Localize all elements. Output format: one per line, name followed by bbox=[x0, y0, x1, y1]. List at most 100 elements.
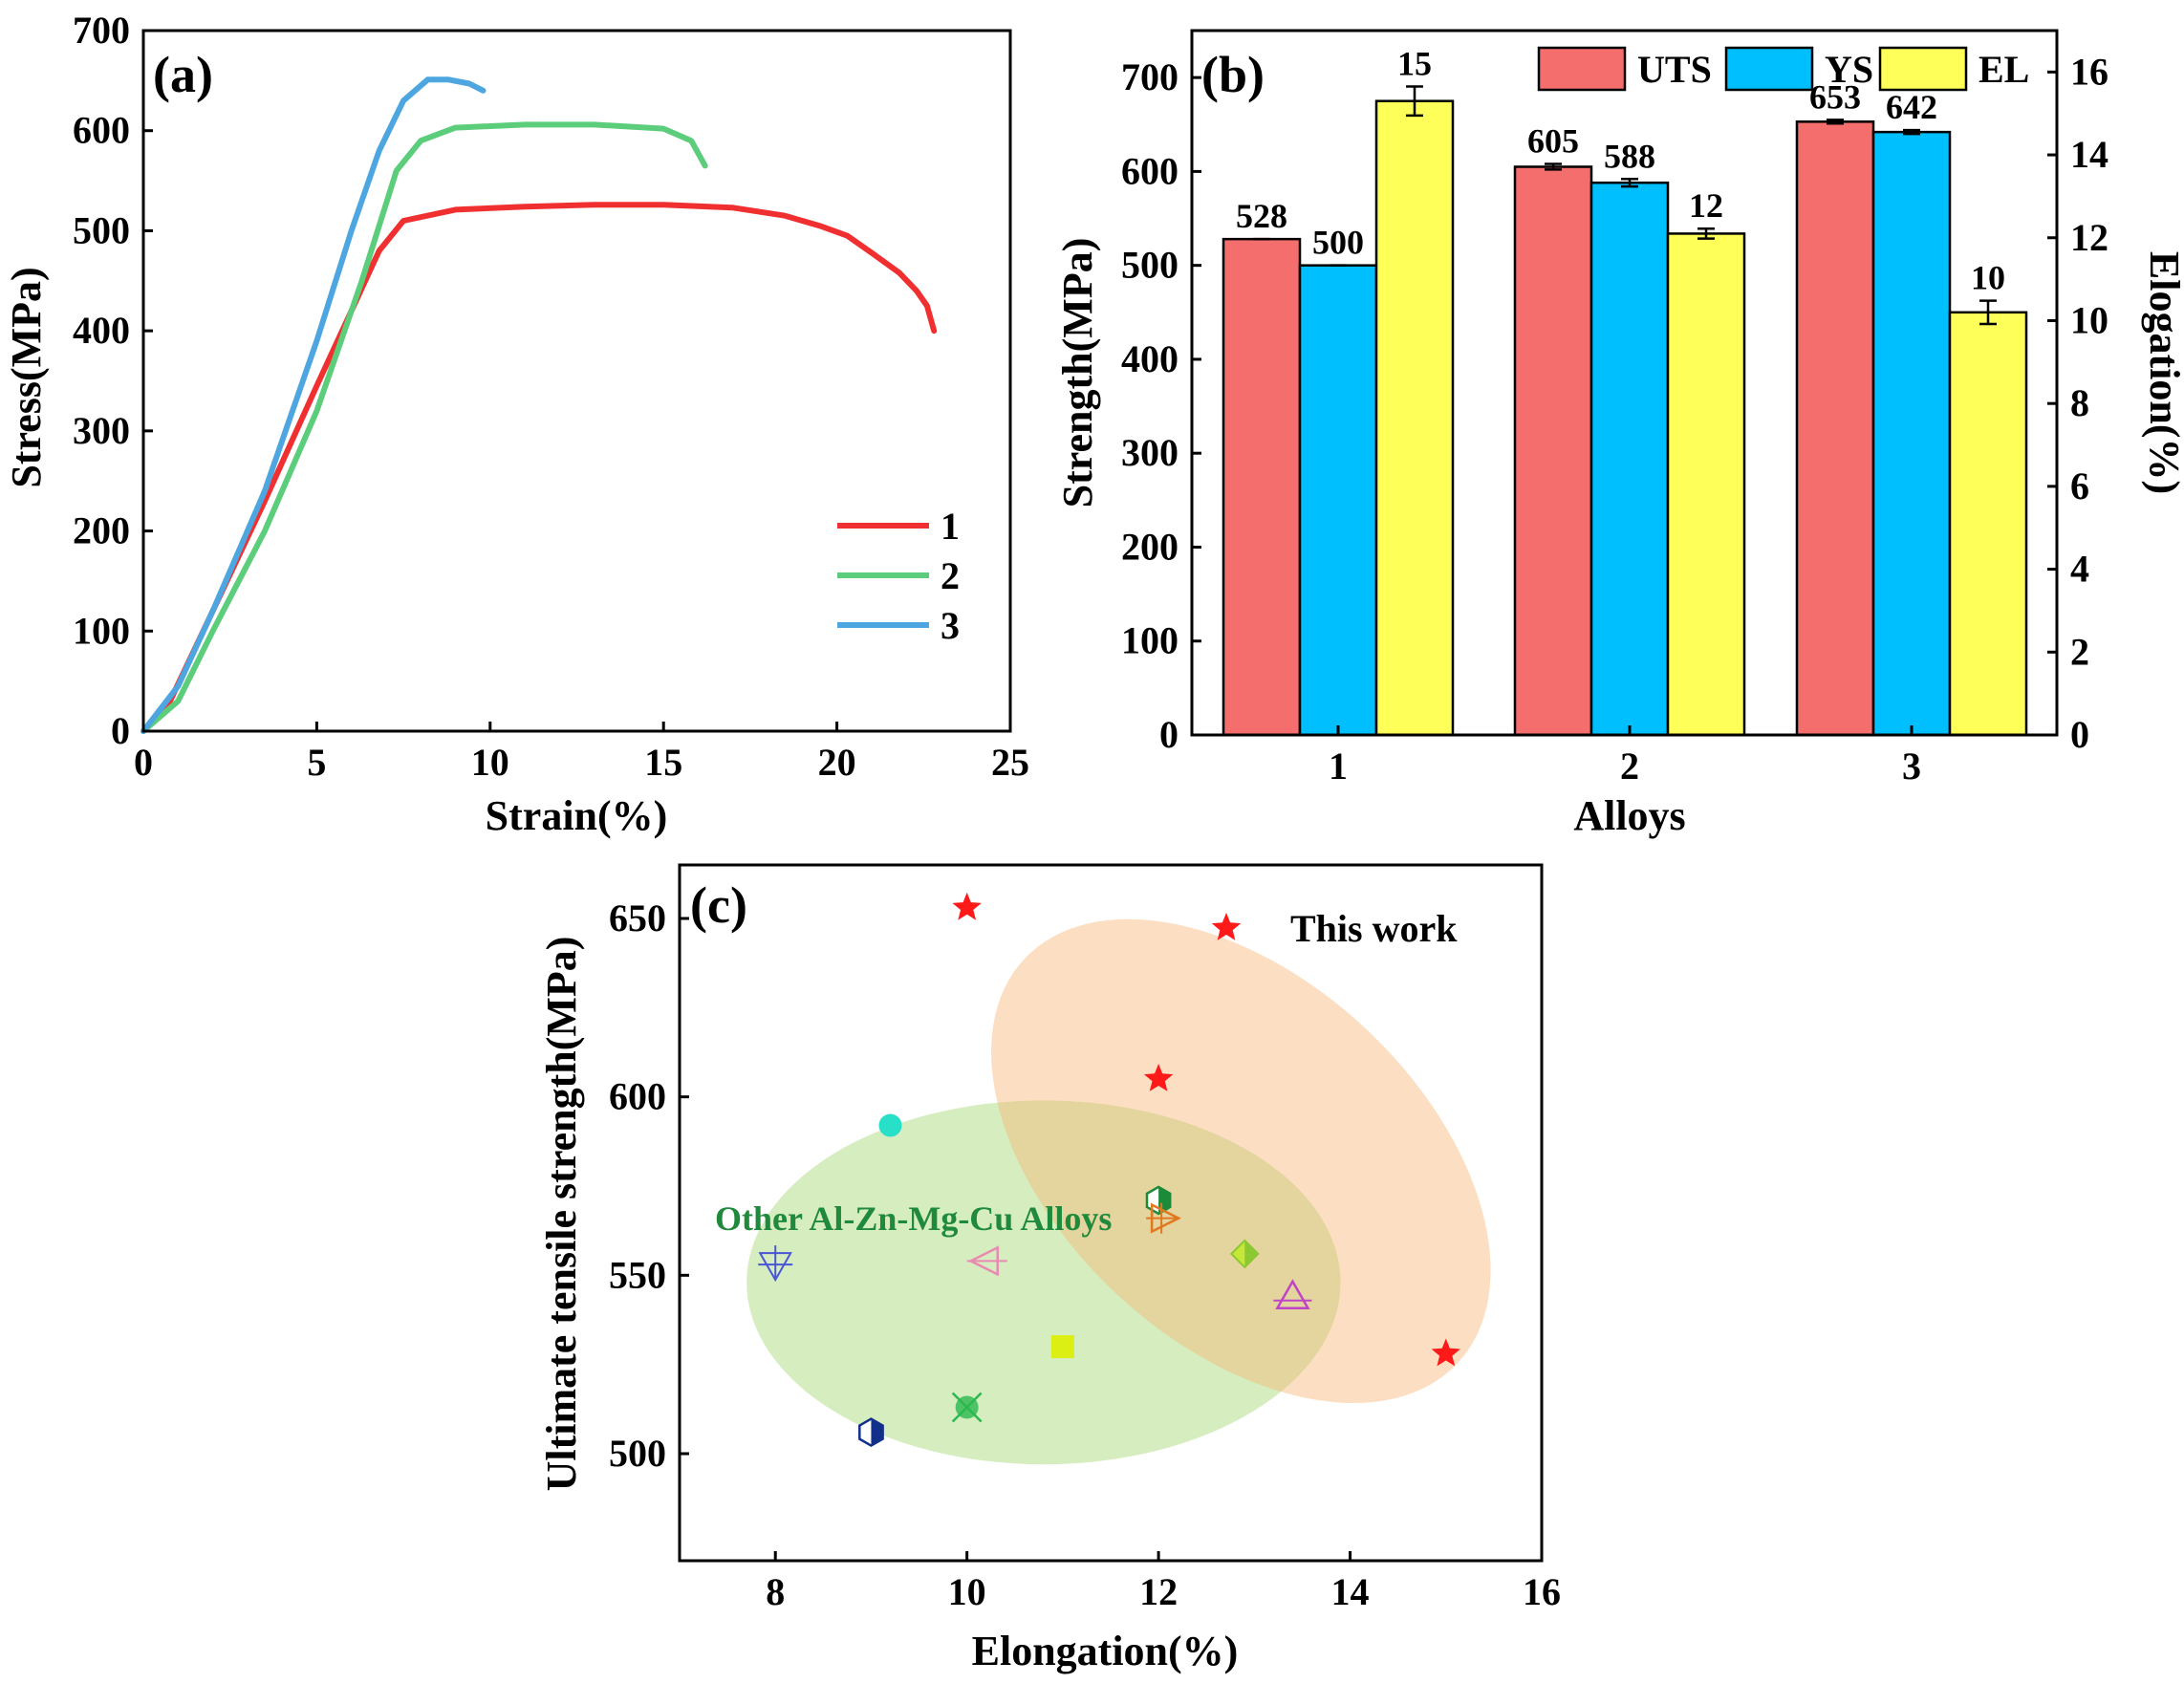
panel-a-ytick-label: 600 bbox=[73, 109, 130, 152]
legend-swatch-this-work bbox=[1211, 913, 1242, 940]
panel-c-ylabel: Ultimate tensile strength(MPa) bbox=[538, 937, 585, 1492]
data-label-YS-alloy-1: 500 bbox=[1312, 224, 1364, 262]
panel-a-ytick-label: 700 bbox=[73, 9, 130, 52]
panel-c-xtick-label: 10 bbox=[948, 1570, 986, 1613]
point-this-work bbox=[1431, 1338, 1460, 1367]
panel-c-ytick-label: 650 bbox=[609, 896, 666, 939]
point-other-alloy-circle bbox=[878, 1113, 902, 1137]
panel-b-ytick-label: 500 bbox=[1121, 244, 1178, 287]
errorbar-UTS-alloy-2 bbox=[1545, 162, 1562, 171]
data-label-YS-alloy-2: 588 bbox=[1604, 137, 1655, 175]
panel-c-xtick-label: 12 bbox=[1139, 1570, 1178, 1613]
panel-a-ytick-label: 100 bbox=[73, 609, 130, 652]
errorbar-EL-alloy-2 bbox=[1697, 227, 1715, 240]
point-other-alloy-triangle-left-line bbox=[966, 1245, 1007, 1277]
data-label-YS-alloy-3: 642 bbox=[1886, 88, 1937, 126]
legend-label-3: 3 bbox=[941, 604, 960, 647]
data-label-UTS-alloy-1: 528 bbox=[1236, 197, 1287, 235]
panel-a-xtick-label: 10 bbox=[471, 741, 509, 784]
panel-b-ytick-label: 0 bbox=[1159, 713, 1178, 756]
bar-EL-alloy-1 bbox=[1374, 99, 1455, 737]
legend-label-1: 1 bbox=[941, 505, 960, 548]
bar-UTS-alloy-2 bbox=[1513, 165, 1593, 737]
panel-a-xtick-label: 0 bbox=[134, 741, 153, 784]
data-label-EL-alloy-2: 12 bbox=[1689, 186, 1723, 225]
bar-YS-alloy-2 bbox=[1589, 181, 1670, 737]
panel-b-xtick-label: 2 bbox=[1620, 745, 1639, 788]
panel-b-y2tick-label: 4 bbox=[2070, 548, 2089, 591]
legend-swatch-YS bbox=[1724, 46, 1814, 92]
panel-b-xtick-label: 3 bbox=[1902, 745, 1921, 788]
panel-b-axes-frame bbox=[1190, 29, 2059, 737]
panel-a-ytick-label: 0 bbox=[111, 709, 130, 752]
panel-b-y2tick-label: 14 bbox=[2070, 133, 2108, 176]
panel-c-xtick-label: 16 bbox=[1523, 1570, 1561, 1613]
errorbar-EL-alloy-3 bbox=[1979, 299, 1997, 326]
errorbar-YS-alloy-3 bbox=[1903, 128, 1920, 136]
panel-b-y2tick-label: 16 bbox=[2070, 50, 2108, 93]
point-other-alloy-square bbox=[1050, 1335, 1074, 1358]
panel-a-ylabel: Stress(MPa) bbox=[3, 267, 50, 487]
errorbar-YS-alloy-2 bbox=[1621, 178, 1638, 188]
data-label-EL-alloy-1: 15 bbox=[1397, 45, 1432, 83]
bar-YS-alloy-1 bbox=[1298, 264, 1378, 737]
data-label-UTS-alloy-3: 653 bbox=[1809, 77, 1861, 116]
panel-c-xtick-label: 14 bbox=[1331, 1570, 1370, 1613]
errorbar-UTS-alloy-3 bbox=[1827, 119, 1844, 125]
panel-c-xtick-label: 8 bbox=[766, 1570, 785, 1613]
data-label-EL-alloy-3: 10 bbox=[1971, 259, 2005, 297]
panel-a-xtick-label: 25 bbox=[991, 741, 1029, 784]
series-1-line bbox=[141, 202, 938, 734]
legend-swatch-UTS bbox=[1537, 46, 1627, 92]
region-this-work bbox=[991, 918, 1491, 1404]
legend-label-2: 2 bbox=[941, 554, 960, 597]
panel-b-xtick-label: 1 bbox=[1329, 745, 1348, 788]
panel-b-y2tick-label: 10 bbox=[2070, 298, 2108, 341]
point-other-alloy-triangle-right-plus bbox=[1146, 1202, 1181, 1234]
panel-b-y2tick-label: 2 bbox=[2070, 630, 2089, 673]
panel-b-xlabel: Alloys bbox=[1573, 792, 1685, 839]
region-other-alloys bbox=[746, 1100, 1341, 1465]
panel-c-annotation: Other Al-Zn-Mg-Cu Alloys bbox=[715, 1199, 1112, 1238]
panel-c-axes-frame bbox=[678, 863, 1544, 1563]
point-this-work bbox=[952, 892, 982, 920]
panel-a-axes-frame bbox=[141, 29, 1012, 733]
bar-EL-alloy-3 bbox=[1948, 311, 2028, 737]
point-other-alloy-triangle-up-line bbox=[1273, 1279, 1312, 1309]
bar-YS-alloy-3 bbox=[1871, 130, 1952, 737]
legend-label-EL: EL bbox=[1979, 48, 2029, 91]
panel-c: Other Al-Zn-Mg-Cu Alloys 8 10 12 14 16 500 550… bbox=[538, 863, 1561, 1674]
legend-label-YS: YS bbox=[1825, 48, 1873, 91]
legend-label-this-work: This work bbox=[1290, 907, 1458, 950]
panel-a-xtick-label: 15 bbox=[644, 741, 682, 784]
panel-b-ytick-label: 400 bbox=[1121, 337, 1178, 380]
panel-b-y2tick-label: 0 bbox=[2070, 713, 2089, 756]
bar-UTS-alloy-3 bbox=[1795, 120, 1875, 737]
bar-UTS-alloy-1 bbox=[1222, 237, 1302, 737]
panel-a-ytick-label: 500 bbox=[73, 208, 130, 251]
panel-b-ytick-label: 200 bbox=[1121, 525, 1178, 568]
legend-swatch-EL bbox=[1878, 46, 1968, 92]
point-other-alloy-triangle-down-plus bbox=[758, 1245, 793, 1283]
series-3-line bbox=[141, 76, 487, 734]
point-other-alloy-hexagon-half bbox=[1145, 1185, 1172, 1216]
panel-a-xtick-label: 5 bbox=[307, 741, 326, 784]
errorbar-EL-alloy-1 bbox=[1406, 85, 1423, 118]
point-other-alloy-hexagon-half bbox=[858, 1417, 884, 1448]
panel-b-ytick-label: 100 bbox=[1121, 619, 1178, 662]
panel-b-y2label: Elogation(%) bbox=[2141, 251, 2184, 494]
panel-b-ytick-label: 300 bbox=[1121, 431, 1178, 474]
panel-a-xlabel: Strain(%) bbox=[486, 792, 668, 839]
panel-a-ytick-label: 400 bbox=[73, 309, 130, 352]
panel-c-label: (c) bbox=[690, 876, 747, 934]
panel-b-y2tick-label: 8 bbox=[2070, 381, 2089, 424]
legend-label-UTS: UTS bbox=[1637, 48, 1712, 91]
point-other-alloy-circle-x bbox=[951, 1392, 983, 1423]
panel-c-ytick-label: 550 bbox=[609, 1253, 666, 1296]
panel-b-ylabel: Strength(MPa) bbox=[1054, 238, 1101, 508]
series-2-line bbox=[141, 121, 708, 734]
panel-b-y2tick-label: 6 bbox=[2070, 464, 2089, 507]
panel-a-xtick-label: 20 bbox=[818, 741, 856, 784]
panel-b-y2tick-label: 12 bbox=[2070, 216, 2108, 259]
